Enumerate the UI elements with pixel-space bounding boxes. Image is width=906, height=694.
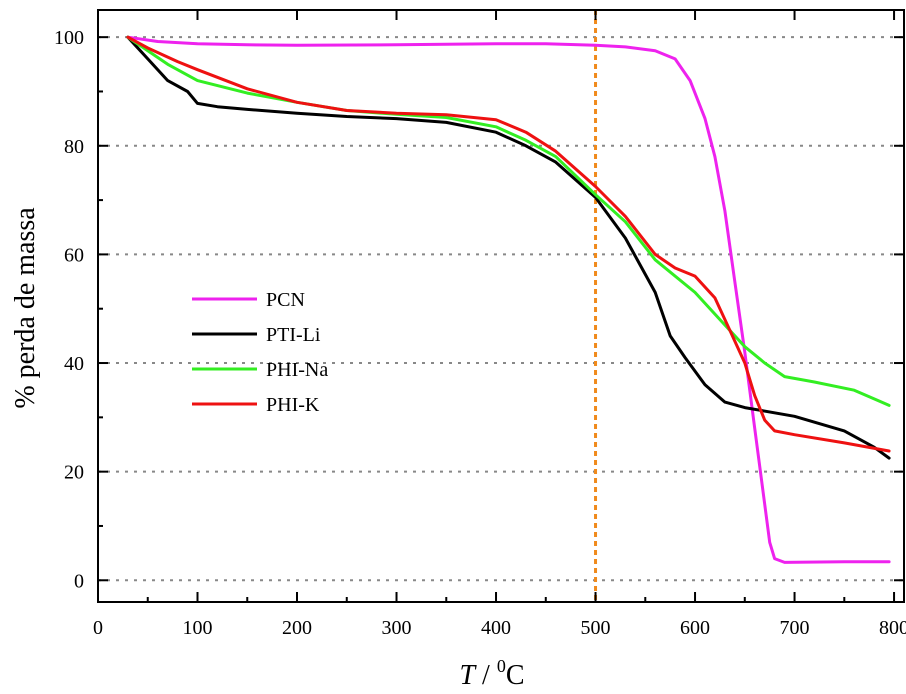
- x-tick-label: 800: [879, 617, 906, 639]
- x-tick-label: 300: [382, 617, 412, 639]
- legend-label: PHI-Na: [266, 359, 328, 381]
- y-tick-label: 0: [74, 570, 84, 592]
- x-tick-label: 200: [282, 617, 312, 639]
- grid-lines: [98, 36, 904, 582]
- legend-label: PCN: [266, 289, 305, 311]
- y-tick-label: 80: [64, 136, 84, 158]
- y-tick-label: 40: [64, 353, 84, 375]
- x-tick-label: 100: [183, 617, 213, 639]
- axis-ticks: 0 100 200 300 400 500 600 700 800 0 20 40 60 80 100: [54, 10, 906, 639]
- y-tick-label: 20: [64, 462, 84, 484]
- x-tick-label: 0: [93, 617, 103, 639]
- x-tick-label: 500: [581, 617, 611, 639]
- y-tick-label: 60: [64, 244, 84, 266]
- series-line-pcn: [126, 35, 891, 564]
- legend-label: PHI-K: [266, 394, 320, 416]
- x-axis-var: T: [459, 660, 477, 691]
- plot-frame: [97, 9, 905, 603]
- x-tick-label: 700: [780, 617, 810, 639]
- plot-border: [97, 9, 905, 603]
- x-tick-label: 400: [481, 617, 511, 639]
- x-axis-sep: /: [475, 660, 497, 691]
- y-tick-label: 100: [54, 27, 84, 49]
- x-axis-unit-sup: 0: [497, 656, 506, 676]
- series-line-pti-li: [126, 35, 891, 460]
- legend: PCN PTI-Li PHI-Na PHI-K: [192, 289, 328, 416]
- series-line-phi-k: [126, 35, 891, 453]
- series-line-phi-na: [126, 35, 891, 407]
- legend-label: PTI-Li: [266, 324, 321, 346]
- x-axis-unit: C: [506, 660, 525, 691]
- y-axis-label: % perda de massa: [10, 207, 41, 409]
- x-tick-label: 600: [680, 617, 710, 639]
- x-axis-label: T / 0C: [459, 656, 524, 691]
- data-series: [126, 35, 891, 564]
